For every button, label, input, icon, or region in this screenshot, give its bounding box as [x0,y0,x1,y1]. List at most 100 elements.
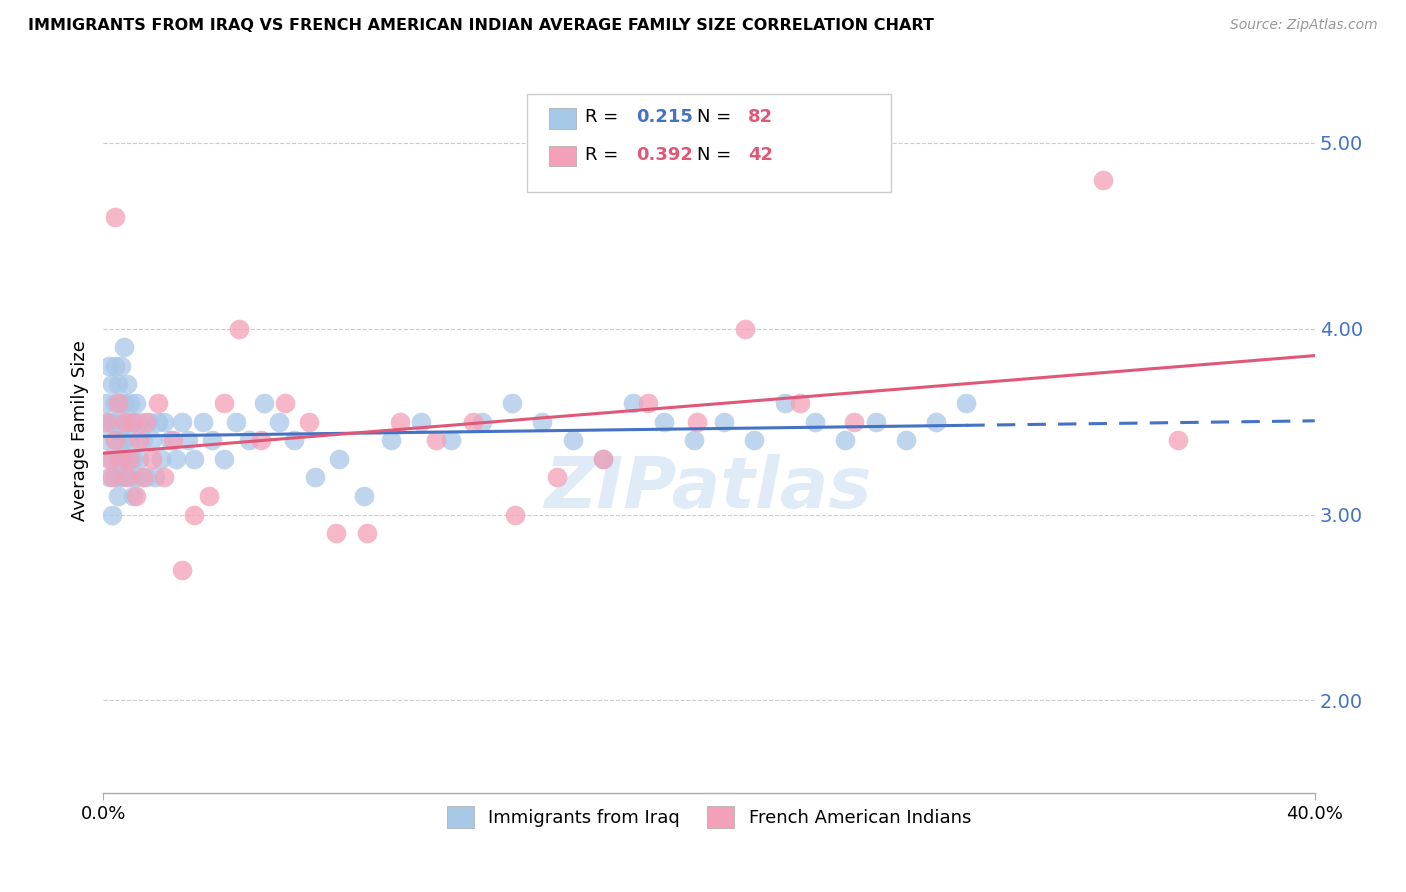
Point [682,434,704,448]
Point [1167,434,1189,448]
Point [274,396,297,410]
Point [152,470,174,484]
Point [503,508,526,522]
Point [128,415,150,429]
FancyBboxPatch shape [548,109,575,128]
Point [120,470,142,484]
Point [135,470,157,484]
Point [191,415,214,429]
Point [592,451,614,466]
Text: 82: 82 [748,108,773,126]
Point [101,377,124,392]
Text: 0.215: 0.215 [637,108,693,126]
Point [686,415,709,429]
Point [110,396,132,410]
Point [107,451,129,466]
Text: 0.392: 0.392 [637,145,693,164]
Text: ZIPatlas: ZIPatlas [546,454,873,524]
Point [104,396,127,410]
Point [162,434,184,448]
Point [353,489,375,503]
Point [249,434,271,448]
Point [122,415,145,429]
Point [165,451,187,466]
Point [425,434,447,448]
Point [637,396,659,410]
Point [561,434,583,448]
Point [744,434,766,448]
Point [356,526,378,541]
Point [225,415,247,429]
Point [117,470,139,484]
Text: IMMIGRANTS FROM IRAQ VS FRENCH AMERICAN INDIAN AVERAGE FAMILY SIZE CORRELATION C: IMMIGRANTS FROM IRAQ VS FRENCH AMERICAN … [28,18,934,33]
Point [547,470,569,484]
FancyBboxPatch shape [527,94,890,192]
Point [388,415,411,429]
Y-axis label: Average Family Size: Average Family Size [72,341,89,521]
Point [110,359,132,373]
Point [955,396,977,410]
Point [107,415,129,429]
Point [146,396,169,410]
Point [101,470,124,484]
Point [471,415,494,429]
Text: R =: R = [585,145,624,164]
Point [125,470,148,484]
Point [98,359,121,373]
Point [183,451,205,466]
FancyBboxPatch shape [548,146,575,167]
Point [773,396,796,410]
Point [146,415,169,429]
Point [131,434,153,448]
Point [110,451,132,466]
Point [112,434,135,448]
Point [128,451,150,466]
Point [96,434,118,448]
Point [112,415,135,429]
Point [135,415,157,429]
Point [159,434,181,448]
Point [101,508,124,522]
Point [104,470,127,484]
Point [125,489,148,503]
Point [925,415,948,429]
Text: Source: ZipAtlas.com: Source: ZipAtlas.com [1230,18,1378,32]
Point [214,396,236,410]
Point [125,396,148,410]
Point [461,415,484,429]
Point [177,434,200,448]
Point [104,434,127,448]
Point [122,415,145,429]
Point [117,451,139,466]
Point [131,470,153,484]
Point [101,415,124,429]
Point [267,415,290,429]
Point [531,415,554,429]
Point [501,396,523,410]
Point [238,434,260,448]
Point [110,434,132,448]
Point [107,396,129,410]
Point [149,451,172,466]
Point [96,396,118,410]
Point [652,415,675,429]
Point [328,451,350,466]
Point [170,563,193,577]
Point [713,415,735,429]
Point [141,451,163,466]
Point [304,470,326,484]
Point [98,451,121,466]
Point [298,415,321,429]
Point [198,489,221,503]
Text: N =: N = [697,108,737,126]
Point [834,434,856,448]
Point [104,434,127,448]
Point [141,434,163,448]
Point [253,396,276,410]
Point [143,470,166,484]
Point [804,415,827,429]
Point [117,415,139,429]
Point [789,396,811,410]
Point [411,415,433,429]
Point [152,415,174,429]
